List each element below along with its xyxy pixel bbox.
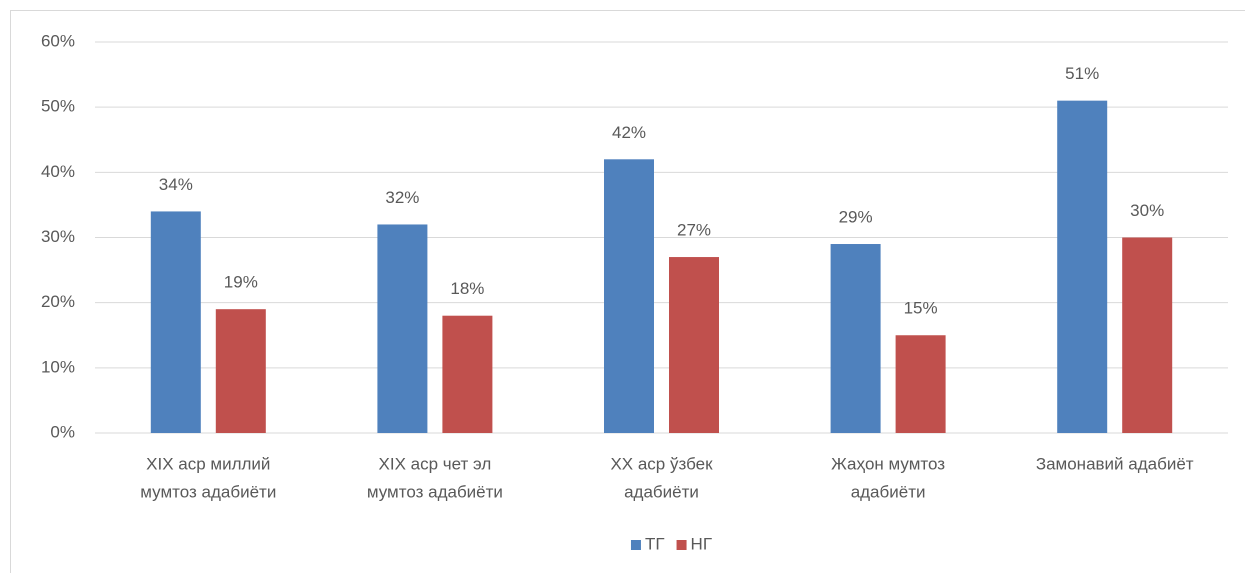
data-label: 29% [839,208,873,227]
data-label: 42% [612,123,646,142]
x-tick-label: XIX аср чет эл [379,454,492,473]
data-label: 32% [385,188,419,207]
bar [215,309,266,433]
y-tick-label: 10% [41,357,75,376]
x-tick-label: Жаҳон мумтоз [831,454,945,473]
legend-label: ТГ [645,534,665,553]
y-tick-label: 20% [41,292,75,311]
data-label: 15% [904,299,938,318]
legend-label: НГ [691,534,712,553]
bar [377,224,428,433]
x-tick-label: адабиёти [851,482,926,501]
legend-item: ТГ [630,534,665,553]
data-label: 18% [450,279,484,298]
y-tick-label: 60% [41,31,75,50]
data-label: 30% [1130,201,1164,220]
bar [604,159,654,434]
legend-item: НГ [676,534,712,553]
bar [669,257,719,433]
bar [1057,100,1108,434]
y-tick-label: 0% [50,422,75,441]
x-tick-label: мумтоз адабиёти [140,482,276,501]
x-tick-label: Замонавий адабиёт [1036,454,1194,473]
bar [442,315,493,433]
bar [895,335,946,433]
x-tick-label: XIX аср миллий [146,454,270,473]
bar [1122,237,1173,433]
y-tick-label: 50% [41,97,75,116]
legend-swatch [630,540,641,550]
data-label: 51% [1065,64,1099,83]
data-label: 19% [224,273,258,292]
y-tick-label: 30% [41,227,75,246]
y-tick-label: 40% [41,162,75,181]
bar [830,244,881,433]
data-label: 27% [677,221,711,240]
data-label: 34% [159,175,193,194]
bar [150,211,201,433]
x-tick-label: XX аср ўзбек [610,454,713,473]
legend-swatch [676,540,687,550]
x-tick-label: мумтоз адабиёти [367,482,503,501]
x-tick-label: адабиёти [624,482,699,501]
